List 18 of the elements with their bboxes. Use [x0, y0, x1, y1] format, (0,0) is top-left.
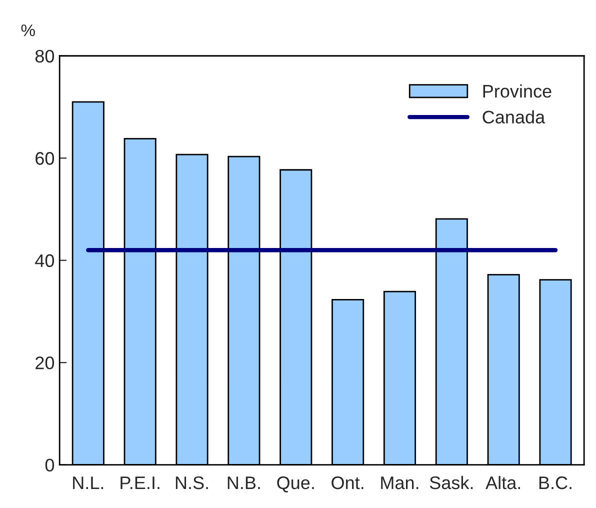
x-tick-label: Que. [277, 476, 314, 492]
legend-label: Canada [482, 110, 546, 124]
x-tick-label: B.C. [539, 476, 572, 490]
x-tick-label: P.E.I. [120, 476, 160, 490]
x-tick-label: Sask. [430, 476, 473, 490]
x-tick-label: Man. [381, 476, 418, 490]
y-tick-label: 40 [35, 254, 54, 268]
legend-label: Province [483, 84, 552, 98]
x-tick-label: N.S. [176, 476, 208, 490]
y-tick-label: 60 [36, 152, 54, 165]
x-tick-label: N.B. [228, 476, 260, 490]
y-axis-title: % [21, 24, 35, 36]
x-tick-label: Ont. [332, 476, 364, 490]
y-tick-label: 80 [35, 50, 54, 63]
x-tick-label: Alta. [486, 476, 520, 490]
y-tick-label: 20 [36, 356, 54, 370]
y-tick-label: 0 [45, 458, 54, 472]
x-tick-label: N.L. [73, 476, 104, 490]
